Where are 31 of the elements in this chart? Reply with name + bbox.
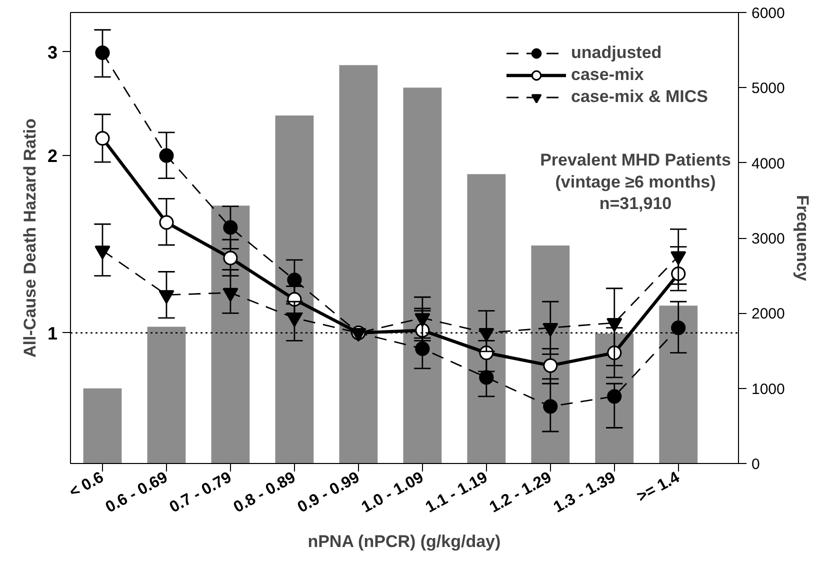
point — [415, 341, 430, 356]
point — [159, 215, 174, 230]
y2-axis-title: Frequency — [792, 195, 812, 282]
annotation: Prevalent MHD Patients (vintage ≥6 months) n=31,910 — [540, 150, 731, 214]
y2-tick-label: 3000 — [752, 230, 785, 248]
x-axis-title: nPNA (nPCR) (g/kg/day) — [308, 532, 501, 551]
legend-label: case-mix — [571, 64, 644, 86]
y-tick-label: 1 — [47, 323, 58, 344]
y2-tick-label: 1000 — [752, 380, 785, 398]
point — [159, 148, 174, 163]
legend-label: unadjusted — [571, 42, 662, 64]
point — [671, 320, 686, 336]
point — [287, 272, 302, 288]
y-tick-label: 2 — [47, 146, 58, 166]
x-tick-label: >= 1.4 — [634, 468, 683, 506]
legend-label: case-mix & MICS — [571, 86, 708, 108]
point — [223, 250, 238, 266]
y2-tick-label: 0 — [752, 456, 760, 473]
y2-tick-label: 6000 — [752, 5, 785, 22]
point — [223, 220, 238, 235]
y-tick-label: 3 — [47, 42, 58, 62]
y2-tick-label: 2000 — [752, 306, 785, 323]
point — [95, 45, 110, 60]
point — [479, 370, 494, 385]
y2-tick-label: 4000 — [752, 155, 785, 172]
y2-tick-label: 5000 — [752, 80, 785, 98]
point — [607, 389, 622, 404]
y-axis-title: All-Cause Death Hazard Ratio — [20, 118, 40, 358]
point — [95, 131, 110, 146]
point — [543, 399, 558, 414]
point — [543, 358, 558, 373]
